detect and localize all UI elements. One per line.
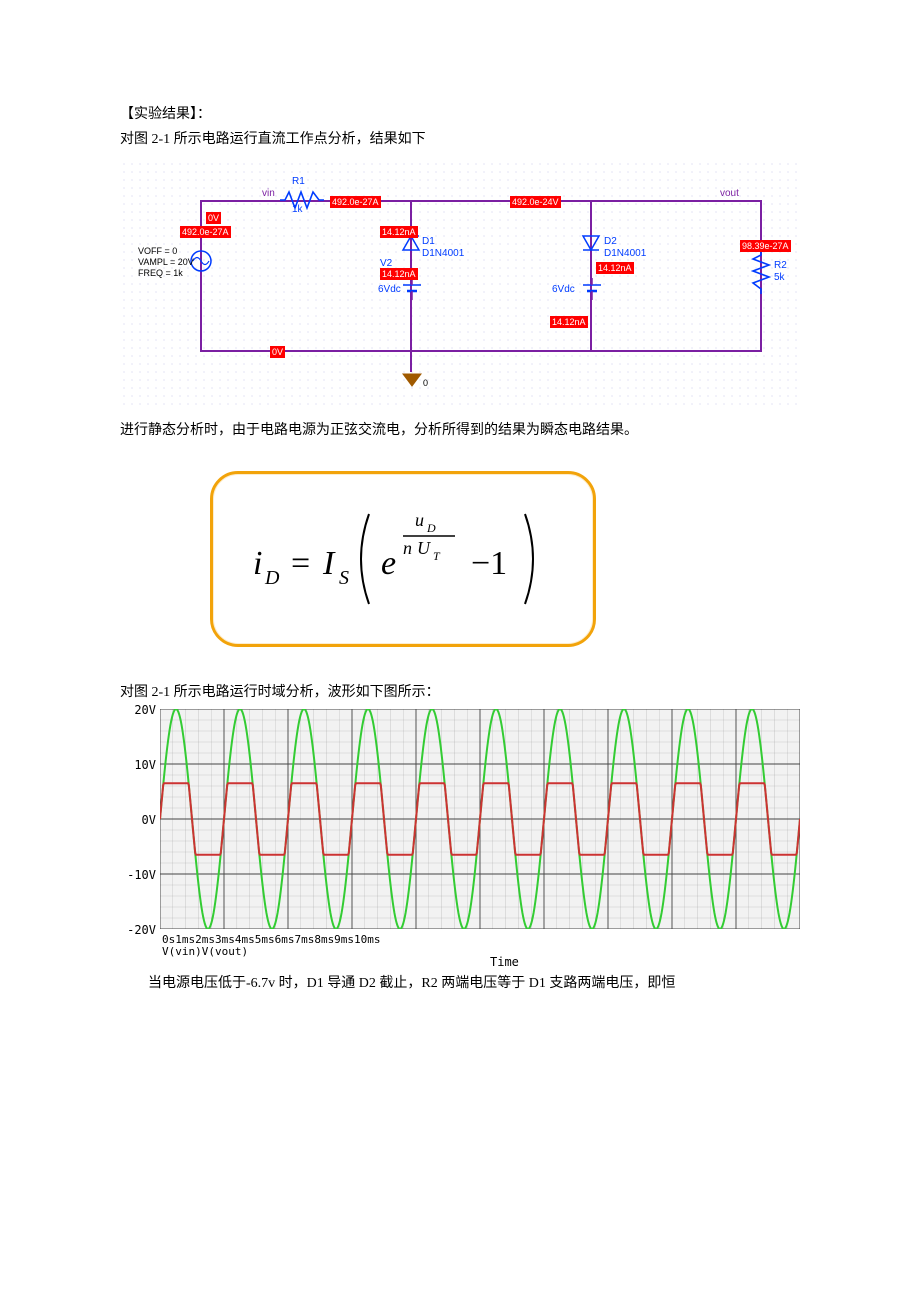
annot-a6: 14.12nA xyxy=(596,262,634,274)
annot-a2: 492.0e-27A xyxy=(330,196,381,208)
label-v3-val: 6Vdc xyxy=(552,284,575,295)
para-before-chart: 对图 2-1 所示电路运行时域分析，波形如下图所示： xyxy=(120,682,800,703)
wire-branch-d2 xyxy=(590,200,592,350)
svg-text:D: D xyxy=(264,567,280,589)
component-v3 xyxy=(579,278,605,305)
annot-a5: 14.12nA xyxy=(380,268,418,280)
svg-text:T: T xyxy=(433,549,441,563)
chart-xlabel: Time xyxy=(490,955,519,969)
annot-a8: 98.39e-27A xyxy=(740,240,791,252)
label-freq: FREQ = 1k xyxy=(138,268,183,278)
equation-diode: i D = I S e u D n U T −1 xyxy=(210,471,596,647)
label-r2: R2 xyxy=(774,260,787,271)
component-v2 xyxy=(399,278,425,305)
label-vampl: VAMPL = 20V xyxy=(138,257,194,267)
ground-symbol xyxy=(401,372,423,395)
label-d1: D1 xyxy=(422,236,435,247)
component-r2 xyxy=(751,250,771,294)
svg-text:−1: −1 xyxy=(471,545,507,582)
ytick-20v: 20V xyxy=(116,703,156,717)
svg-text:U: U xyxy=(417,538,431,558)
svg-text:I: I xyxy=(322,545,336,582)
annot-a4: 14.12nA xyxy=(380,226,418,238)
closing-para: 当电源电压低于-6.7v 时，D1 导通 D2 截止，R2 两端电压等于 D1 … xyxy=(120,973,800,994)
svg-text:u: u xyxy=(415,510,424,530)
ytick-m10v: -10V xyxy=(116,868,156,882)
label-voff: VOFF = 0 xyxy=(138,246,177,256)
para-after-circuit: 进行静态分析时，由于电路电源为正弦交流电，分析所得到的结果为瞬态电路结果。 xyxy=(120,420,800,441)
label-r1-val: 1k xyxy=(292,204,303,215)
svg-text:i: i xyxy=(253,545,262,582)
label-vout: vout xyxy=(720,188,739,199)
svg-text:S: S xyxy=(339,567,349,589)
ytick-0v: 0V xyxy=(116,813,156,827)
waveform-chart: 20V 10V 0V -10V -20V 0s1ms2ms3ms4ms5ms6m… xyxy=(120,709,820,969)
annot-a3: 492.0e-24V xyxy=(510,196,561,208)
label-v2-val: 6Vdc xyxy=(378,284,401,295)
legend-row: V(vin)V(vout) xyxy=(162,945,248,958)
svg-text:e: e xyxy=(381,545,396,582)
annot-0v-1: 0V xyxy=(206,212,221,224)
ytick-10v: 10V xyxy=(116,758,156,772)
intro-text: 对图 2-1 所示电路运行直流工作点分析，结果如下 xyxy=(120,129,800,150)
waveform-svg xyxy=(160,709,800,929)
annot-a7: 14.12nA xyxy=(550,316,588,328)
label-d1-part: D1N4001 xyxy=(422,248,464,259)
label-r1-name: R1 xyxy=(292,176,305,187)
svg-text:n: n xyxy=(403,538,412,558)
wire-ground-stub xyxy=(410,350,412,372)
label-vin: vin xyxy=(262,188,275,199)
svg-text:=: = xyxy=(291,545,310,582)
annot-a1: 492.0e-27A xyxy=(180,226,231,238)
component-d2 xyxy=(581,232,601,259)
label-d2-part: D1N4001 xyxy=(604,248,646,259)
circuit-diagram: vin vout R1 1k VOFF = 0 VAMPL = 20V FREQ… xyxy=(120,160,800,410)
ytick-m20v: -20V xyxy=(116,923,156,937)
label-ground: 0 xyxy=(423,378,428,388)
heading-results: 【实验结果】： xyxy=(120,104,800,125)
label-r2-val: 5k xyxy=(774,272,785,283)
svg-text:D: D xyxy=(426,521,436,535)
label-d2: D2 xyxy=(604,236,617,247)
annot-0v-2: 0V xyxy=(270,346,285,358)
